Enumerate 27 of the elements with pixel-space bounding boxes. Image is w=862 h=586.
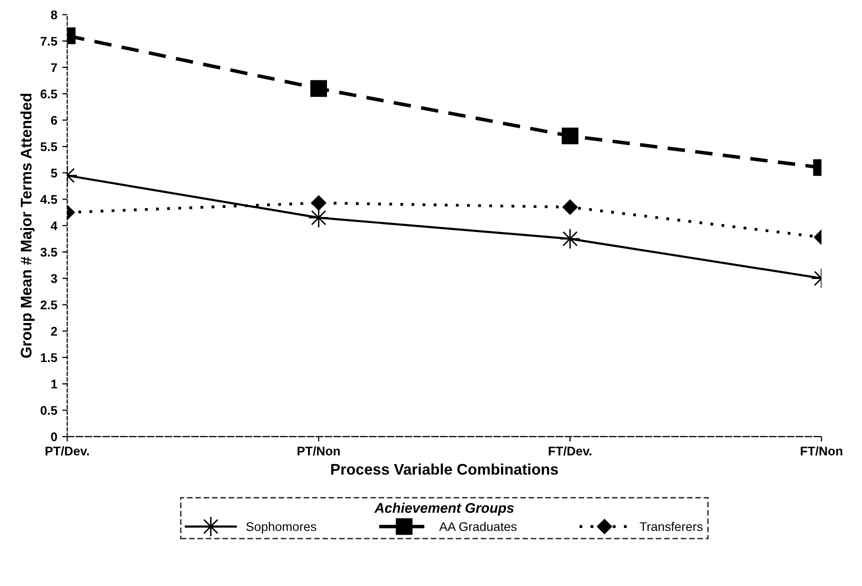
y-axis-title: Group Mean # Major Terms Attended (20, 94, 35, 358)
y-tick-label: 0 (51, 432, 57, 442)
y-tick-label: 0.5 (40, 406, 58, 415)
x-tick-label: FT/Dev. (548, 446, 592, 456)
y-tick-label: 5 (50, 168, 58, 178)
y-tick-label: 3.5 (40, 248, 58, 257)
legend-label: Transferers (640, 522, 702, 532)
y-tick-label: 6.5 (40, 90, 58, 98)
x-tick-label: FT/Non (800, 446, 842, 456)
y-tick-label: 1 (51, 380, 58, 388)
y-tick-label: 7.5 (40, 36, 58, 46)
legend-label: Sophomores (246, 522, 316, 534)
y-tick-label: 7 (51, 63, 57, 72)
x-tick-label: PT/Dev. (46, 446, 89, 456)
x-tick-label: PT/Non (298, 446, 340, 456)
y-tick-label: 8 (50, 10, 58, 20)
y-tick-label: 6 (51, 116, 58, 125)
y-tick-label: 4.5 (40, 195, 58, 204)
y-tick-label: 5.5 (40, 142, 58, 152)
y-tick-label: 3 (50, 274, 58, 284)
y-tick-label: 4 (50, 222, 58, 230)
y-tick-label: 2 (50, 326, 58, 336)
legend-label: AA Graduates (439, 522, 517, 532)
legend-title: Achievement Groups (374, 502, 514, 516)
y-tick-label: 1.5 (40, 353, 58, 362)
x-axis-title: Process Variable Combinations (331, 464, 558, 475)
y-tick-label: 2.5 (40, 300, 58, 310)
